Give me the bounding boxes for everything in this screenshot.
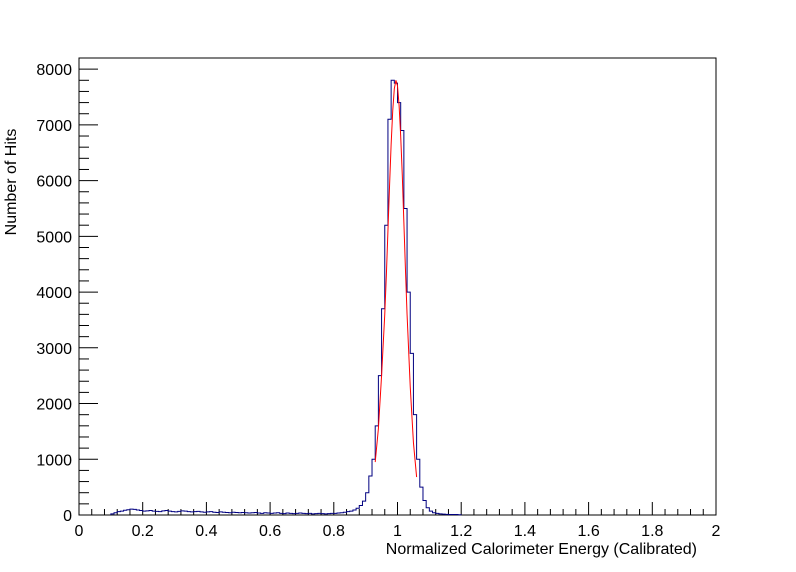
fit-curve-series: [374, 80, 418, 478]
histogram-series: [110, 79, 462, 516]
x-tick-label: 0.8: [323, 523, 345, 540]
x-tick-label: 0.6: [259, 523, 281, 540]
series-layer: [110, 79, 462, 516]
x-tick-label: 0.4: [195, 523, 217, 540]
x-axis-label: Normalized Calorimeter Energy (Calibrate…: [386, 541, 697, 558]
y-tick-label: 1000: [36, 452, 72, 469]
y-tick-label: 7000: [36, 118, 72, 135]
y-tick-label: 0: [63, 508, 72, 525]
y-tick-label: 2000: [36, 397, 72, 414]
x-tick-label: 2: [712, 523, 721, 540]
y-tick-label: 8000: [36, 62, 72, 79]
y-tick-labels: 0 1000 2000 3000 4000 5000 6000 7000 8000: [36, 62, 72, 525]
x-tick-label: 1.2: [450, 523, 472, 540]
x-tick-labels: 0 0.2 0.4 0.6 0.8 1 1.2 1.4 1.6 1.8 2: [75, 523, 721, 540]
x-tick-label: 1.6: [577, 523, 599, 540]
x-tick-label: 0: [75, 523, 84, 540]
x-tick-label: 1.8: [641, 523, 663, 540]
y-tick-label: 3000: [36, 341, 72, 358]
x-tick-label: 1: [393, 523, 402, 540]
x-tick-label: 0.2: [132, 523, 154, 540]
x-tick-label: 1.4: [514, 523, 536, 540]
y-axis-label: Number of Hits: [3, 129, 20, 236]
y-tick-label: 6000: [36, 174, 72, 191]
y-tick-label: 4000: [36, 285, 72, 302]
axis-ticks: [78, 57, 717, 516]
y-tick-label: 5000: [36, 229, 72, 246]
plot-frame: [78, 57, 717, 516]
